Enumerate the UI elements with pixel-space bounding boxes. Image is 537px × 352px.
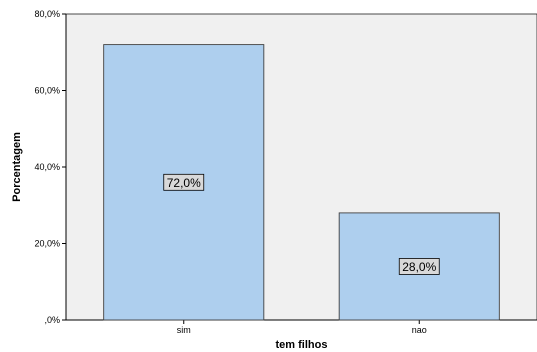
y-tick-label: 80,0% — [34, 9, 60, 19]
x-axis-title: tem filhos — [276, 339, 328, 351]
data-label-sim: 72,0% — [167, 176, 201, 190]
y-tick-label: 40,0% — [34, 162, 60, 172]
y-tick-label: ,0% — [44, 315, 60, 325]
y-axis-title: Porcentagem — [11, 132, 23, 202]
data-label-box-nao — [398, 258, 440, 275]
y-tick-label: 60,0% — [34, 86, 60, 96]
data-labels: 72,0% 28,0% — [163, 173, 440, 275]
data-label-box-sim — [163, 173, 205, 191]
data-label-nao: 28,0% — [402, 260, 436, 274]
y-axis: ,0% 20,0% 40,0% 60,0% 80,0% — [34, 9, 67, 325]
x-axis: sim nao — [66, 319, 537, 335]
x-tick-label-sim: sim — [177, 325, 191, 335]
y-tick-label: 20,0% — [34, 239, 60, 249]
x-tick-label-nao: nao — [412, 325, 427, 335]
